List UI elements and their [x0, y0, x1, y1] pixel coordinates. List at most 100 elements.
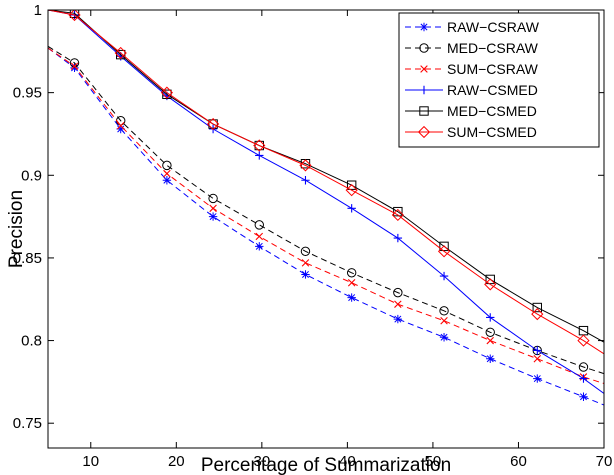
data-point-marker — [439, 333, 449, 342]
data-point-marker — [301, 270, 310, 279]
legend-label: SUM−CSMED — [447, 124, 537, 140]
legend-item: SUM−CSRAW — [405, 61, 539, 77]
x-axis-label: Percentage of Summarization — [201, 455, 451, 475]
data-point-marker — [255, 151, 264, 160]
y-axis-label: Precision — [6, 190, 27, 268]
legend-label: MED−CSRAW — [447, 40, 539, 56]
data-point-marker — [70, 63, 79, 73]
data-point-marker — [208, 193, 218, 204]
data-point-marker — [253, 139, 266, 152]
y-tick-label: 0.9 — [21, 167, 42, 184]
data-point-marker — [439, 271, 449, 281]
data-point-marker — [486, 313, 495, 322]
data-point-marker — [116, 121, 125, 130]
data-point-marker — [533, 374, 542, 383]
data-point-marker — [394, 300, 402, 308]
y-tick-label: 0.85 — [13, 250, 42, 267]
axis-ticks: 10 20 30 40 50 60 70 0.75 0.8 0.85 0.9 0.95 1 — [13, 2, 613, 470]
data-point-marker — [440, 316, 448, 325]
data-point-marker — [162, 176, 172, 185]
axes-box — [47, 9, 605, 449]
data-point-marker — [114, 46, 127, 60]
series-line — [48, 45, 604, 375]
series-line — [48, 47, 604, 385]
legend-item: MED−CSRAW — [405, 40, 539, 56]
series-sum-csraw — [48, 47, 604, 385]
data-point-marker — [254, 140, 264, 151]
data-point-marker — [485, 274, 495, 285]
data-point-marker — [393, 206, 403, 217]
y-tick-label: 0.8 — [21, 333, 42, 350]
data-point-marker — [578, 362, 589, 372]
data-point-marker — [346, 180, 357, 190]
series-line — [48, 10, 604, 355]
data-point-marker — [254, 220, 264, 230]
series-layer — [48, 10, 604, 406]
x-tick-label: 50 — [425, 453, 442, 470]
data-point-marker — [208, 212, 218, 221]
data-point-marker — [209, 204, 217, 213]
data-point-marker — [255, 242, 264, 251]
data-point-marker — [163, 169, 171, 178]
data-point-marker — [301, 176, 310, 185]
data-point-marker — [299, 159, 312, 172]
data-point-marker — [533, 346, 542, 355]
legend-marker — [419, 85, 429, 95]
legend-item: RAW−CSMED — [405, 82, 538, 98]
data-point-marker — [301, 259, 310, 267]
data-point-marker — [393, 233, 403, 243]
data-point-marker — [532, 302, 542, 313]
series-line — [48, 10, 604, 394]
y-tick-label: 1 — [34, 2, 42, 19]
series-line — [48, 47, 604, 406]
legend-item: RAW−CSRAW — [405, 19, 540, 35]
data-point-marker — [393, 314, 403, 324]
data-point-marker — [485, 327, 495, 338]
data-point-marker — [347, 278, 356, 287]
data-point-marker — [391, 208, 404, 222]
x-tick-label: 20 — [168, 453, 185, 470]
data-point-marker — [439, 241, 449, 252]
data-point-marker — [116, 124, 125, 134]
data-point-marker — [577, 334, 590, 347]
x-tick-label: 60 — [510, 453, 527, 470]
data-point-marker — [208, 119, 218, 129]
data-point-marker — [70, 62, 79, 70]
legend-marker — [417, 125, 431, 139]
series-sum-csmed — [48, 10, 604, 355]
data-point-marker — [486, 354, 495, 363]
y-tick-label: 0.95 — [13, 85, 42, 102]
data-point-marker — [533, 354, 542, 363]
x-tick-label: 40 — [339, 453, 356, 470]
data-point-marker — [439, 306, 449, 316]
legend-item: MED−CSMED — [405, 103, 537, 119]
data-point-marker — [579, 392, 588, 401]
data-point-marker — [437, 245, 451, 258]
legend-marker — [419, 43, 429, 53]
data-point-marker — [160, 86, 174, 99]
legend-box — [398, 12, 600, 148]
legend-marker — [420, 65, 428, 73]
data-point-marker — [486, 336, 494, 345]
y-tick-label: 0.75 — [13, 415, 42, 432]
series-med-csmed — [48, 10, 604, 343]
series-raw-csraw — [48, 47, 604, 406]
data-point-marker — [484, 278, 497, 291]
legend-marker — [419, 22, 429, 32]
data-point-marker — [347, 204, 356, 213]
legend-label: RAW−CSMED — [447, 82, 538, 98]
axes-frame — [47, 9, 605, 449]
x-tick-label: 70 — [596, 453, 613, 470]
legend-marker — [419, 106, 429, 116]
legend-label: SUM−CSRAW — [447, 61, 539, 77]
legend-label: MED−CSMED — [447, 103, 537, 119]
data-point-marker — [300, 246, 311, 257]
data-point-marker — [255, 232, 264, 241]
x-tick-label: 30 — [254, 453, 271, 470]
x-tick-label: 10 — [82, 453, 99, 470]
data-point-marker — [345, 184, 358, 197]
data-point-marker — [162, 160, 172, 171]
data-point-marker — [579, 374, 588, 383]
data-point-marker — [68, 10, 81, 22]
